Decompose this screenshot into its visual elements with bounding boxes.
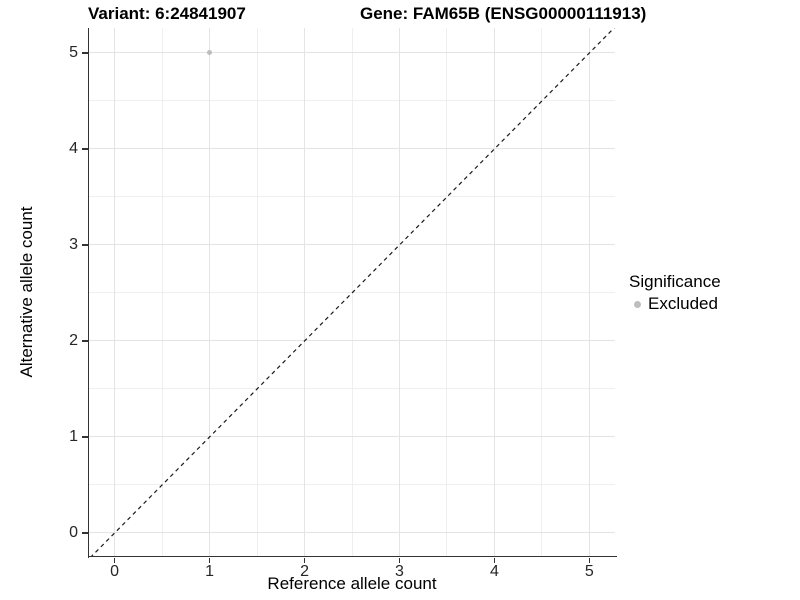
gridline-minor-y [89,484,615,486]
gridline-major-y [89,340,615,342]
x-tick-label: 5 [584,563,594,580]
gridline-major-x [493,28,495,556]
variant-title: Variant: 6:24841907 [88,4,246,23]
gene-title: Gene: FAM65B (ENSG00000111913) [360,4,647,23]
gridline-minor-x [351,28,353,556]
y-axis-title: Alternative allele count [17,206,36,378]
gridline-minor-y [89,388,615,390]
y-tick [82,436,88,438]
gridline-minor-x [256,28,258,556]
legend-item-excluded: Excluded [628,294,721,314]
gridline-minor-y [89,196,615,198]
gridline-major-x [304,28,306,556]
gridline-minor-x [446,28,448,556]
x-tick-label: 2 [300,563,309,580]
x-axis-line [87,555,617,557]
gridline-major-y [89,532,615,534]
x-tick [588,557,591,563]
data-point-excluded [207,50,213,56]
y-tick [82,52,88,54]
gridline-major-x [114,28,116,556]
y-axis-line [87,28,89,558]
x-tick [493,557,496,563]
x-tick [303,557,306,563]
gridline-minor-y [89,292,615,294]
plot-panel [89,28,615,556]
x-tick-label: 3 [395,563,404,580]
gridline-major-y [89,244,615,246]
y-tick-label: 5 [69,44,78,62]
y-tick-label: 1 [69,428,78,446]
x-axis-title: Reference allele count [267,574,437,593]
gridline-major-y [89,148,615,150]
gridline-major-x [209,28,211,556]
x-tick [208,557,211,563]
gridline-major-x [588,28,590,556]
y-tick [82,244,88,246]
x-tick-label: 1 [205,563,215,580]
legend-item-label: Excluded [648,294,718,313]
gridline-minor-x [541,28,543,556]
x-tick [398,557,401,563]
y-tick [82,532,88,534]
gridline-major-y [89,52,615,54]
x-tick-label: 0 [110,563,120,580]
legend: Significance Excluded [628,272,721,314]
gridline-minor-y [89,100,615,102]
y-tick-label: 0 [69,524,78,542]
legend-point-swatch [634,300,641,308]
gridline-minor-x [161,28,163,556]
y-tick-label: 2 [69,332,78,350]
x-tick-label: 4 [489,563,499,580]
y-tick [82,148,88,150]
gridline-major-x [398,28,400,556]
y-tick-label: 3 [69,236,78,254]
x-tick [113,557,116,563]
legend-title: Significance [629,272,721,291]
identity-line [91,28,615,556]
identity-line-layer [91,28,615,556]
y-tick-label: 4 [69,140,78,158]
gridline-major-y [89,436,615,438]
y-tick [82,340,88,342]
